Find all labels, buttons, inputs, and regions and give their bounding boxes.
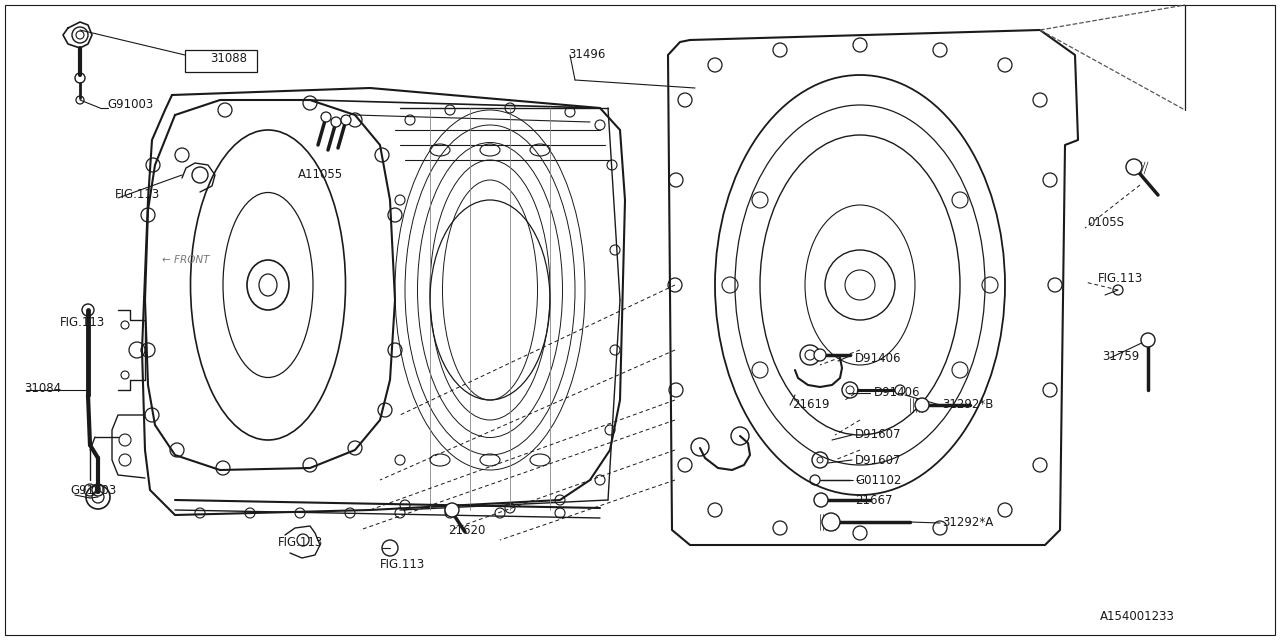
Text: 21620: 21620 [448,524,485,536]
Text: 31496: 31496 [568,47,605,61]
Text: 0105S: 0105S [1087,216,1124,228]
Text: FIG.113: FIG.113 [1098,271,1143,285]
Text: 21667: 21667 [855,493,892,506]
Text: FIG.113: FIG.113 [278,536,324,550]
Text: D91607: D91607 [855,429,901,442]
Text: FIG.113: FIG.113 [115,189,160,202]
Circle shape [814,493,828,507]
Text: G91003: G91003 [70,483,116,497]
Circle shape [332,117,340,127]
Circle shape [822,513,840,531]
Circle shape [895,385,905,395]
Text: D91607: D91607 [855,454,901,467]
Text: D91406: D91406 [855,351,901,365]
Circle shape [321,112,332,122]
Circle shape [915,398,929,412]
Circle shape [445,503,460,517]
Circle shape [814,349,826,361]
Text: 21619: 21619 [792,399,829,412]
Circle shape [340,115,351,125]
Circle shape [1140,333,1155,347]
Text: G01102: G01102 [855,474,901,486]
Text: A154001233: A154001233 [1100,611,1175,623]
Text: 31084: 31084 [24,381,61,394]
Text: G91003: G91003 [108,97,154,111]
Text: 31759: 31759 [1102,349,1139,362]
Circle shape [1126,159,1142,175]
Text: 31088: 31088 [210,51,247,65]
Text: D91406: D91406 [874,387,920,399]
Text: FIG.113: FIG.113 [380,559,425,572]
Bar [186,50,257,72]
Text: 31292*A: 31292*A [942,516,993,529]
Text: FIG.113: FIG.113 [60,317,105,330]
Text: A11055: A11055 [298,168,343,182]
Text: ← FRONT: ← FRONT [163,255,210,265]
Text: 31292*B: 31292*B [942,399,993,412]
